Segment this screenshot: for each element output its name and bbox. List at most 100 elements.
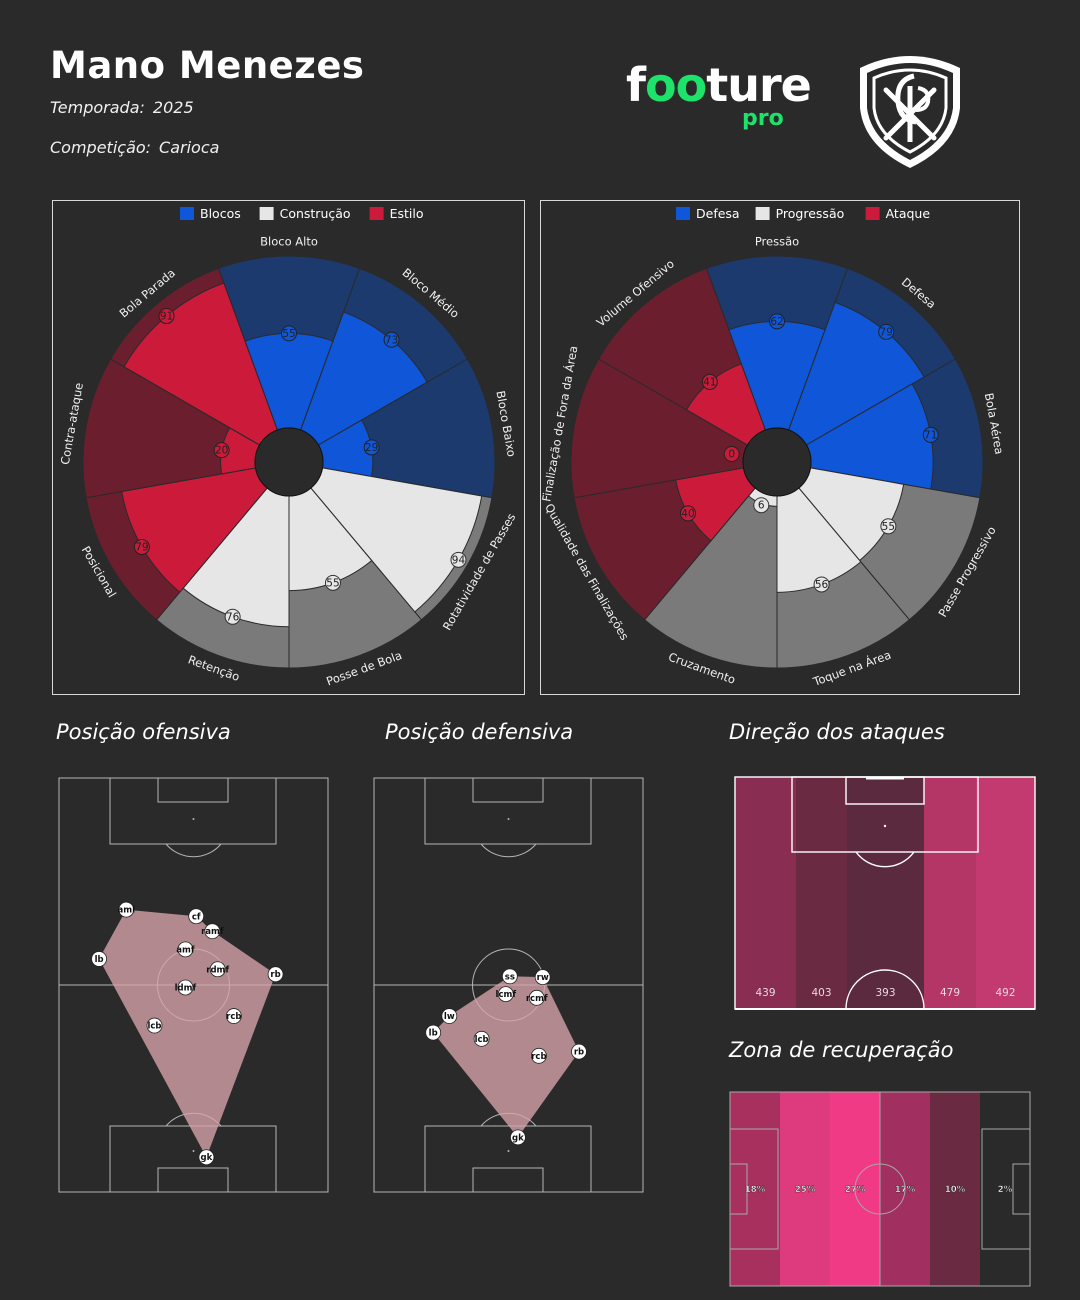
player-label: rb <box>270 970 280 980</box>
season-line: Temporada: 2025 <box>50 98 194 117</box>
polar-center <box>254 427 324 497</box>
value-label: 71 <box>924 429 937 441</box>
goal-box-bottom <box>472 1167 544 1193</box>
player-marker <box>425 1024 442 1041</box>
attack-lane-value: 403 <box>811 987 831 999</box>
value-badge <box>753 497 770 514</box>
player-label: ldmf <box>175 983 197 993</box>
recovery-zone-value: 18% <box>745 1185 766 1195</box>
value-badge <box>878 323 895 340</box>
value-badge <box>723 446 740 463</box>
category-label: Pressão <box>755 235 799 249</box>
player-label: rcmf <box>526 994 548 1004</box>
player-marker <box>177 979 194 996</box>
defensive-title: Posição defensiva <box>385 720 574 744</box>
player-marker <box>225 1008 242 1024</box>
recovery-zone-chart: 18% 25% 27% 17% 10% 2% <box>729 1091 1031 1287</box>
goal-box-top <box>157 777 229 803</box>
coach-name: Mano Menezes <box>50 44 365 87</box>
attack-lane-value: 479 <box>940 987 960 999</box>
brand-logo-part: ture <box>706 58 812 112</box>
season-value: 2025 <box>152 98 194 117</box>
polar-chart-2: Defesa Progressão Ataque62Pressão79Defesa7… <box>540 206 1006 689</box>
player-marker <box>473 1030 490 1047</box>
penalty-spot-top <box>192 818 195 820</box>
recovery-zone <box>930 1092 980 1286</box>
legend-label: Estilo <box>390 206 424 221</box>
value-badge <box>213 442 230 459</box>
player-marker <box>510 1129 526 1146</box>
category-label: Contra-ataque <box>58 382 86 466</box>
recovery-zone <box>980 1092 1030 1286</box>
value-label: 76 <box>226 611 240 623</box>
legend-label: Progressão <box>776 206 845 221</box>
direction-spot <box>883 824 887 828</box>
value-badge <box>133 538 150 555</box>
value-badge <box>701 373 718 390</box>
team-shape <box>99 909 276 1158</box>
legend-swatch <box>865 207 880 220</box>
player-label: lcb <box>147 1022 161 1032</box>
attack-lane <box>924 777 976 1009</box>
value-label: 73 <box>385 334 398 346</box>
value-badge <box>383 331 400 348</box>
player-marker <box>209 961 226 978</box>
legend-swatch <box>676 207 690 220</box>
penalty-arc-top <box>165 843 222 858</box>
attack-direction-chart: 439 403 393 479 492 <box>734 776 1036 1010</box>
value-label: 56 <box>815 579 829 591</box>
player-marker <box>497 986 514 1003</box>
legend-swatch <box>180 207 194 220</box>
value-label: 79 <box>135 541 148 553</box>
category-label: Bloco Baixo <box>493 390 518 458</box>
value-label: 62 <box>770 316 783 328</box>
player-label: lcmf <box>496 990 517 1000</box>
player-marker <box>91 951 107 967</box>
player-marker <box>204 923 221 940</box>
player-label: amf <box>176 945 195 955</box>
player-marker <box>441 1008 458 1024</box>
attack-lane <box>796 777 847 1009</box>
penalty-box-top <box>424 777 592 845</box>
player-label: rb <box>574 1048 584 1058</box>
legend-swatch <box>369 207 384 220</box>
attack-lane-value: 439 <box>755 987 775 999</box>
value-badge <box>813 576 830 593</box>
player-label: ss <box>505 972 515 982</box>
value-badge <box>363 439 380 456</box>
player-label: cf <box>192 912 201 922</box>
player-marker <box>267 966 284 983</box>
value-badge <box>450 551 467 568</box>
attack-lane-value: 393 <box>875 987 895 999</box>
value-badge <box>922 426 939 443</box>
goal-box-top <box>472 777 544 803</box>
value-label: 41 <box>703 376 716 388</box>
value-label: 55 <box>282 328 295 340</box>
player-label: ramf <box>201 927 224 937</box>
attack-lane <box>735 777 796 1009</box>
player-label: rcb <box>531 1052 546 1062</box>
brand-logo-part: oo <box>645 58 707 112</box>
player-label: rcb <box>226 1012 241 1022</box>
direction-arc-top <box>855 851 915 868</box>
value-badge <box>224 608 241 625</box>
penalty-spot-bottom <box>192 1150 195 1152</box>
brand-logo-part: f <box>626 58 646 112</box>
penalty-box-bottom <box>424 1125 592 1193</box>
penalty-box-bottom <box>109 1125 277 1193</box>
attack-lane <box>976 777 1035 1009</box>
player-marker <box>177 941 194 958</box>
value-label: 20 <box>215 445 228 457</box>
player-label: rdmf <box>206 965 229 975</box>
penalty-box-top <box>109 777 277 845</box>
recovery-center-circle <box>854 1163 906 1215</box>
player-marker <box>146 1017 163 1034</box>
player-label: rw <box>537 973 549 983</box>
value-badge <box>769 313 785 330</box>
attack-lane-value: 492 <box>995 987 1015 999</box>
competition-value: Carioca <box>159 138 220 157</box>
player-label: lb <box>95 955 104 965</box>
value-label: 55 <box>326 577 339 589</box>
recovery-zone-title: Zona de recuperação <box>729 1038 954 1062</box>
